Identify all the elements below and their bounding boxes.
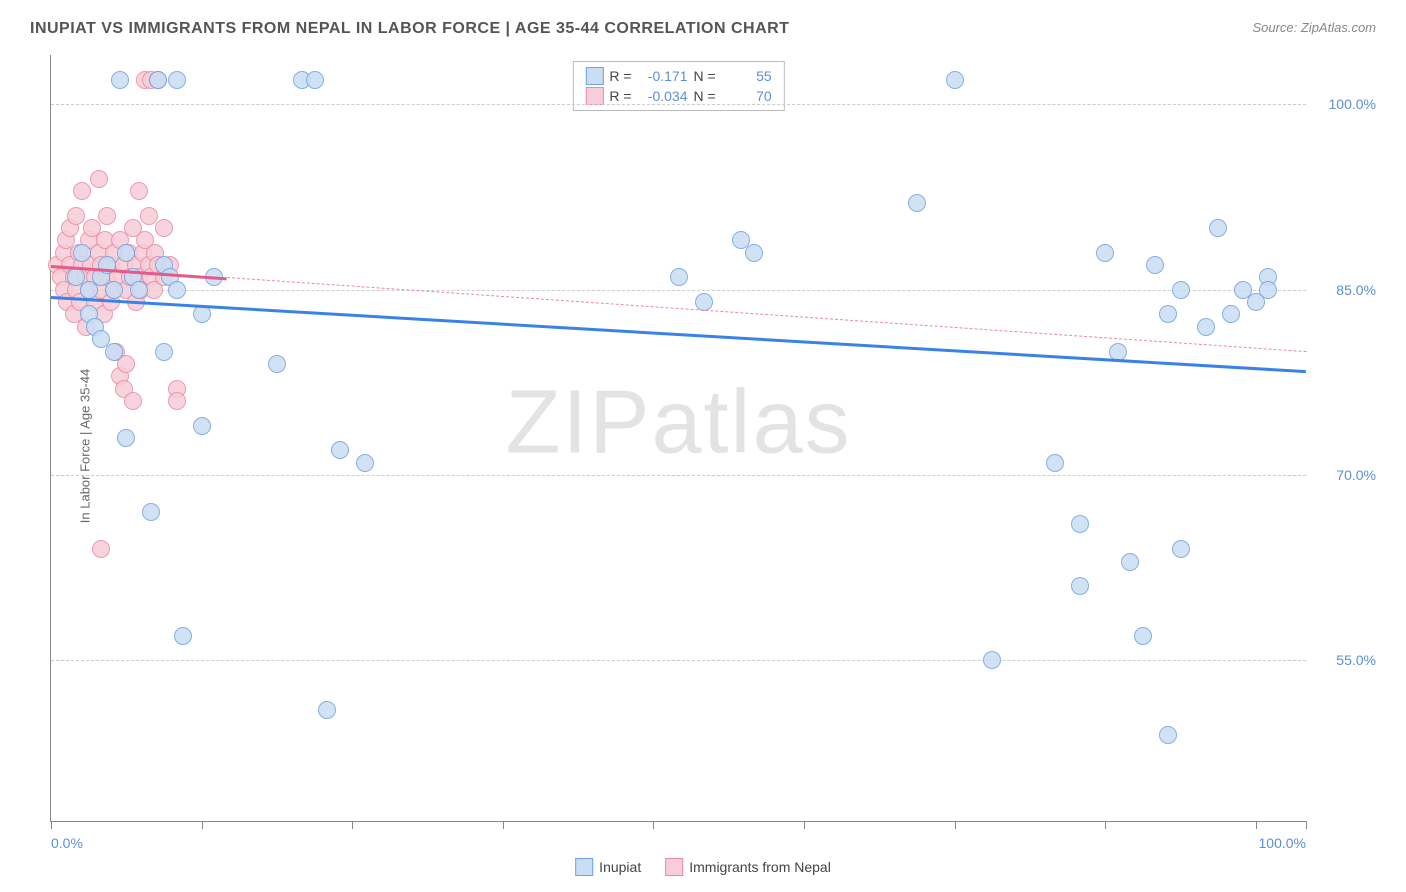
data-point-inupiat — [983, 651, 1001, 669]
x-tick — [51, 821, 52, 829]
swatch-inupiat — [575, 858, 593, 876]
watermark: ZIPatlas — [505, 371, 851, 474]
data-point-inupiat — [105, 343, 123, 361]
n-label: N = — [694, 88, 716, 104]
data-point-inupiat — [1259, 281, 1277, 299]
r-label: R = — [609, 68, 631, 84]
data-point-inupiat — [1159, 726, 1177, 744]
data-point-inupiat — [73, 244, 91, 262]
r-value-inupiat: -0.171 — [638, 68, 688, 84]
data-point-inupiat — [1046, 454, 1064, 472]
data-point-inupiat — [1209, 219, 1227, 237]
data-point-inupiat — [331, 441, 349, 459]
data-point-inupiat — [670, 268, 688, 286]
data-point-nepal — [130, 182, 148, 200]
data-point-nepal — [67, 207, 85, 225]
data-point-nepal — [73, 182, 91, 200]
data-point-nepal — [124, 392, 142, 410]
data-point-inupiat — [1159, 305, 1177, 323]
data-point-inupiat — [1096, 244, 1114, 262]
data-point-inupiat — [193, 417, 211, 435]
data-point-inupiat — [1134, 627, 1152, 645]
n-value-inupiat: 55 — [722, 68, 772, 84]
data-point-inupiat — [155, 343, 173, 361]
legend-label-inupiat: Inupiat — [599, 859, 641, 875]
y-tick-label: 70.0% — [1316, 467, 1376, 483]
data-point-inupiat — [946, 71, 964, 89]
plot-area: ZIPatlas R = -0.171 N = 55 R = -0.034 N … — [50, 55, 1306, 822]
data-point-nepal — [155, 219, 173, 237]
data-point-inupiat — [149, 71, 167, 89]
data-point-inupiat — [1146, 256, 1164, 274]
data-point-inupiat — [1172, 540, 1190, 558]
x-tick — [653, 821, 654, 829]
y-tick-label: 85.0% — [1316, 282, 1376, 298]
data-point-inupiat — [142, 503, 160, 521]
x-tick — [503, 821, 504, 829]
gridline-h — [51, 475, 1306, 476]
data-point-nepal — [140, 207, 158, 225]
gridline-h — [51, 104, 1306, 105]
x-tick — [804, 821, 805, 829]
data-point-inupiat — [1071, 577, 1089, 595]
y-tick-label: 100.0% — [1316, 96, 1376, 112]
r-label: R = — [609, 88, 631, 104]
data-point-inupiat — [105, 281, 123, 299]
chart-container: INUPIAT VS IMMIGRANTS FROM NEPAL IN LABO… — [0, 0, 1406, 892]
x-tick — [202, 821, 203, 829]
data-point-inupiat — [1222, 305, 1240, 323]
source-attribution: Source: ZipAtlas.com — [1252, 20, 1376, 35]
data-point-inupiat — [117, 429, 135, 447]
data-point-inupiat — [1197, 318, 1215, 336]
gridline-h — [51, 290, 1306, 291]
n-label: N = — [694, 68, 716, 84]
data-point-inupiat — [168, 71, 186, 89]
swatch-nepal — [665, 858, 683, 876]
swatch-inupiat — [585, 67, 603, 85]
data-point-inupiat — [1121, 553, 1139, 571]
r-value-nepal: -0.034 — [638, 88, 688, 104]
swatch-nepal — [585, 87, 603, 105]
y-tick-label: 55.0% — [1316, 652, 1376, 668]
chart-title: INUPIAT VS IMMIGRANTS FROM NEPAL IN LABO… — [30, 20, 789, 38]
series-legend: Inupiat Immigrants from Nepal — [575, 858, 831, 876]
data-point-nepal — [168, 392, 186, 410]
x-tick-label: 100.0% — [1259, 835, 1306, 851]
legend-row-nepal: R = -0.034 N = 70 — [585, 86, 771, 106]
data-point-inupiat — [193, 305, 211, 323]
data-point-nepal — [92, 540, 110, 558]
data-point-inupiat — [745, 244, 763, 262]
x-tick — [1105, 821, 1106, 829]
data-point-inupiat — [306, 71, 324, 89]
data-point-inupiat — [111, 71, 129, 89]
data-point-inupiat — [130, 281, 148, 299]
legend-row-inupiat: R = -0.171 N = 55 — [585, 66, 771, 86]
data-point-inupiat — [908, 194, 926, 212]
n-value-nepal: 70 — [722, 88, 772, 104]
data-point-inupiat — [268, 355, 286, 373]
legend-item-nepal: Immigrants from Nepal — [665, 858, 831, 876]
legend-label-nepal: Immigrants from Nepal — [689, 859, 831, 875]
data-point-inupiat — [318, 701, 336, 719]
data-point-inupiat — [168, 281, 186, 299]
legend-item-inupiat: Inupiat — [575, 858, 641, 876]
x-tick — [955, 821, 956, 829]
gridline-h — [51, 660, 1306, 661]
x-tick — [352, 821, 353, 829]
data-point-inupiat — [174, 627, 192, 645]
x-tick — [1306, 821, 1307, 829]
x-tick-label: 0.0% — [51, 835, 83, 851]
data-point-inupiat — [1071, 515, 1089, 533]
x-tick — [1256, 821, 1257, 829]
data-point-inupiat — [356, 454, 374, 472]
data-point-inupiat — [1172, 281, 1190, 299]
data-point-inupiat — [117, 244, 135, 262]
data-point-nepal — [98, 207, 116, 225]
data-point-nepal — [90, 170, 108, 188]
